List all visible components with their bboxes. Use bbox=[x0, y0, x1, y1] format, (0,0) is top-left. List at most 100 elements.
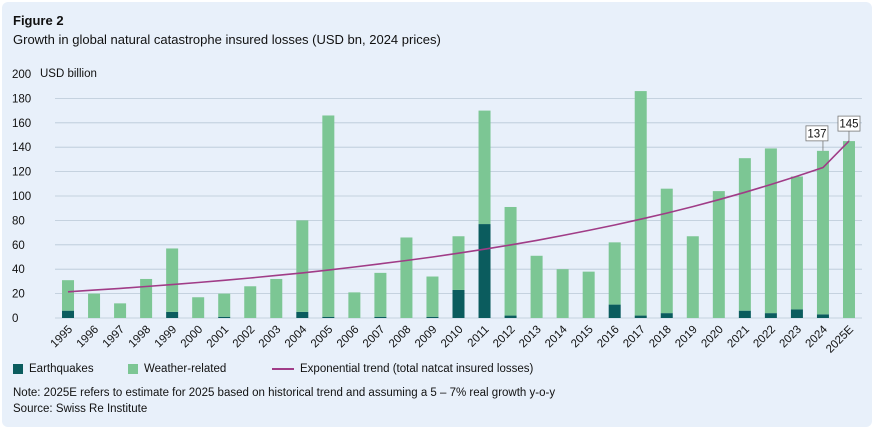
bar-earthquakes bbox=[764, 313, 777, 318]
y-tick-label: 40 bbox=[12, 264, 25, 276]
bar-weather bbox=[88, 293, 101, 318]
bar-weather bbox=[582, 271, 595, 318]
x-tick-label: 2012 bbox=[491, 324, 518, 351]
bar-weather bbox=[374, 272, 387, 317]
annotations: 137 145 bbox=[805, 115, 861, 151]
bar-weather bbox=[842, 141, 855, 318]
x-tick-label: 2015 bbox=[569, 324, 596, 351]
bar-weather bbox=[816, 150, 829, 315]
bar-earthquakes bbox=[322, 316, 335, 318]
bar-earthquakes bbox=[62, 310, 75, 318]
y-tick-label: 120 bbox=[12, 167, 31, 179]
bar-earthquakes bbox=[374, 316, 387, 318]
bar-weather bbox=[686, 236, 699, 318]
bar-weather bbox=[660, 188, 673, 314]
x-tick-label: 2023 bbox=[777, 324, 804, 351]
x-tick-label: 2010 bbox=[439, 324, 466, 351]
y-axis-label: USD billion bbox=[40, 68, 97, 80]
y-tick-label: 140 bbox=[12, 142, 31, 154]
bar-weather bbox=[634, 91, 647, 316]
x-tick-label: 2007 bbox=[361, 324, 388, 351]
bar-earthquakes bbox=[452, 289, 465, 318]
trend bbox=[67, 140, 850, 293]
bar-weather bbox=[504, 206, 517, 316]
annotation-box bbox=[837, 115, 861, 132]
x-tick-label: 2006 bbox=[335, 324, 362, 351]
y-tick-label: 20 bbox=[12, 289, 25, 301]
x-tick-label: 2013 bbox=[517, 324, 544, 351]
legend-trend: Exponential trend (total natcat insured … bbox=[272, 363, 533, 375]
bar-weather bbox=[556, 269, 569, 318]
x-tick-label: 2008 bbox=[387, 324, 414, 351]
x-tick-label: 2025E bbox=[824, 323, 856, 355]
x-tick-label: 2016 bbox=[595, 324, 622, 351]
bar-weather bbox=[790, 176, 803, 310]
bar-weather bbox=[426, 276, 439, 317]
bar-weather bbox=[400, 237, 413, 318]
x-tick-label: 2017 bbox=[621, 324, 648, 351]
bar-weather bbox=[452, 236, 465, 290]
legend-label-trend: Exponential trend (total natcat insured … bbox=[300, 363, 534, 375]
annotation-box bbox=[805, 125, 829, 142]
y-tick-label: 200 bbox=[12, 69, 31, 81]
x-tick-label: 2022 bbox=[751, 324, 778, 351]
y-tick-label: 60 bbox=[12, 240, 25, 252]
bar-earthquakes bbox=[478, 224, 491, 318]
bar-weather bbox=[270, 278, 283, 318]
figure-panel bbox=[2, 2, 872, 427]
x-tick-label: 2011 bbox=[466, 324, 492, 350]
y-tick-label: 80 bbox=[12, 215, 25, 227]
bar-weather bbox=[218, 293, 231, 317]
bar-weather bbox=[114, 303, 127, 318]
x-tick-label: 2020 bbox=[699, 324, 726, 351]
bar-weather bbox=[296, 220, 309, 312]
bar-weather bbox=[530, 255, 543, 318]
annotation-label: 137 bbox=[807, 128, 826, 140]
x-tick-label: 2019 bbox=[673, 324, 700, 351]
bar-weather bbox=[608, 242, 621, 305]
legend-swatch-trend bbox=[272, 368, 294, 370]
bar-earthquakes bbox=[738, 310, 751, 318]
bar-weather bbox=[192, 297, 205, 318]
x-tick-label: 2000 bbox=[179, 324, 206, 351]
x-tick-label: 2014 bbox=[543, 323, 570, 350]
x-tick-label: 2005 bbox=[309, 324, 336, 351]
x-tick-label: 2002 bbox=[231, 324, 258, 351]
bar-weather bbox=[348, 292, 361, 318]
x-tick-label: 2018 bbox=[647, 324, 674, 351]
x-tick-label: 2003 bbox=[257, 324, 284, 351]
x-tick-label: 2009 bbox=[413, 324, 440, 351]
bar-weather bbox=[738, 158, 751, 311]
bar-earthquakes bbox=[166, 311, 179, 318]
bar-earthquakes bbox=[634, 315, 647, 318]
bar-earthquakes bbox=[790, 309, 803, 318]
figure-title: Growth in global natural catastrophe ins… bbox=[13, 32, 441, 47]
bar-weather bbox=[166, 248, 179, 312]
legend-label-weather: Weather-related bbox=[144, 363, 227, 375]
bar-earthquakes bbox=[816, 314, 829, 318]
legend-label-earthquakes: Earthquakes bbox=[29, 363, 94, 375]
legend-swatch-weather bbox=[128, 364, 138, 374]
bar-weather bbox=[764, 148, 777, 314]
legend-weather: Weather-related bbox=[128, 363, 226, 375]
bar-weather bbox=[712, 191, 725, 318]
figure-label: Figure 2 bbox=[13, 13, 64, 28]
bar-earthquakes bbox=[660, 313, 673, 318]
bar-weather bbox=[322, 115, 335, 317]
chart-note: Note: 2025E refers to estimate for 2025 … bbox=[13, 387, 556, 399]
y-tick-label: 100 bbox=[12, 191, 31, 203]
x-tick-label: 1998 bbox=[127, 324, 154, 351]
legend-swatch-earthquakes bbox=[13, 364, 23, 374]
x-tick-label: 1999 bbox=[153, 324, 180, 351]
bar-weather bbox=[478, 110, 491, 225]
chart-source: Source: Swiss Re Institute bbox=[13, 403, 148, 415]
bar-weather bbox=[140, 278, 153, 318]
bar-earthquakes bbox=[426, 316, 439, 318]
bar-earthquakes bbox=[218, 316, 231, 318]
bar-earthquakes bbox=[296, 311, 309, 318]
x-tick-label: 1995 bbox=[49, 324, 76, 351]
trend-line bbox=[67, 140, 850, 293]
x-axis-labels: 1995 1996 1997 1998 1999 2000 2001 2002 2003 2004… bbox=[49, 323, 857, 355]
bars bbox=[62, 91, 855, 318]
